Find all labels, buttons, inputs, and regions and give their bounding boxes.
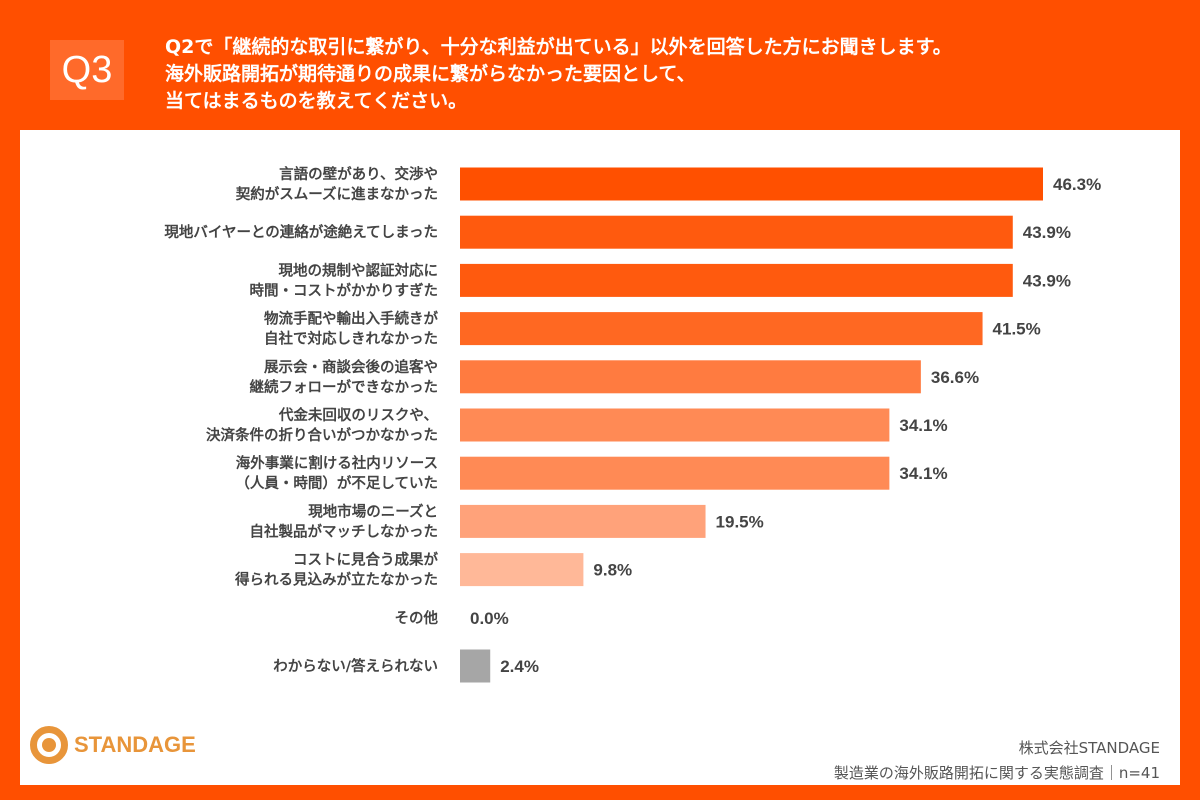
bar (460, 649, 491, 683)
bar (460, 360, 921, 394)
bar (460, 504, 706, 538)
category-label: 代金未回収のリスクや、 (278, 406, 438, 424)
category-label: コストに見合う成果が (293, 551, 438, 569)
data-label: 46.3% (1053, 175, 1101, 194)
data-label: 34.1% (899, 464, 947, 483)
category-label: 自社製品がマッチしなかった (250, 522, 439, 540)
category-label: 継続フォローができなかった (250, 378, 439, 396)
logo-mark-icon (30, 726, 68, 764)
bar (460, 408, 890, 442)
data-label: 34.1% (899, 416, 947, 435)
data-label: 43.9% (1023, 271, 1071, 290)
category-label: その他 (395, 609, 439, 627)
category-label: 言語の壁があり、交渉や (279, 165, 438, 183)
category-label: 時間・コストがかかりすぎた (250, 281, 439, 299)
category-label: 現地市場のニーズと (308, 502, 438, 520)
data-label: 0.0% (470, 609, 509, 628)
question-line: Q2で「継続的な取引に繋がり、十分な利益が出ている」以外を回答した方にお聞きしま… (165, 36, 952, 58)
data-label: 2.4% (500, 657, 539, 676)
category-label: 展示会・商談会後の追客や (264, 358, 438, 376)
data-label: 36.6% (931, 368, 979, 387)
category-label: 自社で対応しきれなかった (264, 330, 438, 348)
bar (460, 456, 890, 490)
company-name: 株式会社STANDAGE (1018, 739, 1160, 757)
source-note: 株式会社STANDAGE 製造業の海外販路開拓に関する実態調査｜n=41 (834, 736, 1160, 786)
question-line: 当てはまるものを教えてください。 (165, 90, 468, 112)
category-label: わからない/答えられない (273, 657, 438, 675)
data-label: 41.5% (993, 320, 1041, 339)
data-label: 43.9% (1023, 223, 1071, 242)
question-text: Q2で「継続的な取引に繋がり、十分な利益が出ている」以外を回答した方にお聞きしま… (165, 34, 952, 115)
category-label: 物流手配や輸出入手続きが (264, 310, 438, 328)
category-label: （人員・時間）が不足していた (235, 474, 438, 492)
category-label: 現地の規制や認証対応に (279, 261, 439, 279)
bar (460, 167, 1043, 201)
category-label: 現地バイヤーとの連絡が途絶えてしまった (164, 223, 438, 241)
data-label: 9.8% (593, 561, 632, 580)
standage-logo: STANDAGE (30, 726, 196, 764)
bar (460, 215, 1013, 249)
bar (460, 312, 983, 346)
category-label: 決済条件の折り合いがつかなかった (206, 426, 438, 444)
logo-text: STANDAGE (74, 732, 196, 757)
question-badge: Q3 (50, 40, 124, 100)
data-label: 19.5% (716, 512, 764, 531)
bar (460, 263, 1013, 297)
category-label: 得られる見込みが立たなかった (234, 571, 438, 589)
bar (460, 553, 584, 587)
category-label: 海外事業に割ける社内リソース (236, 454, 438, 472)
question-line: 海外販路開拓が期待通りの成果に繋がらなかった要因として、 (165, 63, 696, 85)
survey-name: 製造業の海外販路開拓に関する実態調査｜n=41 (833, 764, 1160, 782)
category-label: 契約がスムーズに進まなかった (235, 185, 438, 203)
